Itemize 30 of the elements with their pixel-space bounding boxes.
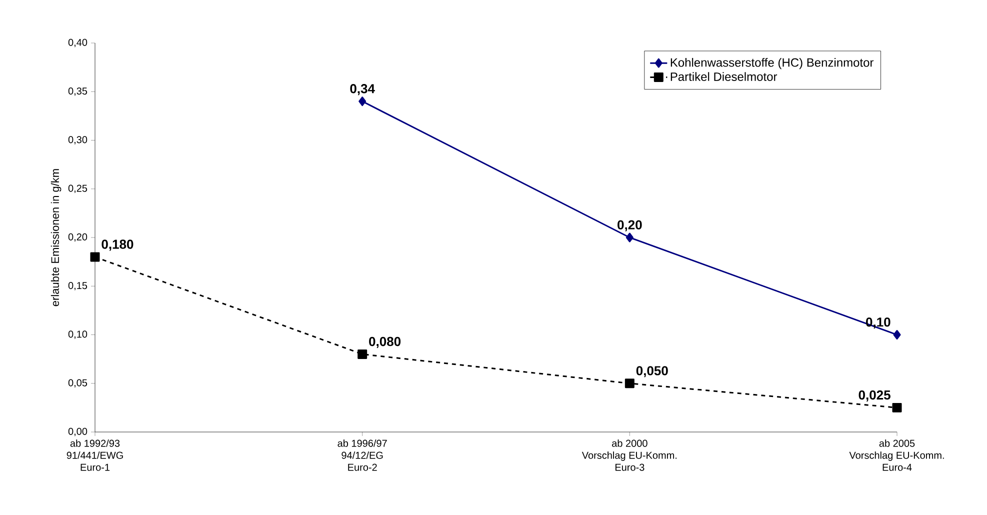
data-label: 0,025 [858,390,890,402]
data-label: 0,080 [369,336,401,348]
y-tick-label: 0,35 [68,87,88,96]
x-tick-label: ab 2005 Vorschlag EU-Komm. Euro-4 [849,440,944,471]
data-label: 0,34 [350,84,375,96]
point [90,252,100,262]
y-tick-label: 0,40 [68,38,88,48]
y-tick-label: 0,30 [68,136,88,144]
point [624,378,634,388]
point [626,232,634,242]
data-label: 0,10 [866,317,890,329]
x-tick-label: ab 1992/93 91/441/EWG Euro-1 [66,440,123,471]
y-tick-label: 0,20 [68,233,88,242]
y-tick-label: 0,05 [68,379,88,388]
x-tick-label: ab 1996/97 94/12/EG Euro-2 [338,440,387,471]
legend-label: Partikel Dieselmotor [670,72,778,81]
y-tick-label: 0,10 [68,330,88,339]
data-label: 0,20 [618,220,642,232]
point [358,349,368,359]
legend-label: Kohlenwasserstoffe (HC) Benzinmotor [670,58,874,70]
y-tick-label: 0,15 [68,282,88,290]
point [358,96,366,106]
point [893,330,901,340]
point [892,402,902,412]
x-tick-label: ab 2000 Vorschlag EU-Komm. Euro-3 [582,440,677,471]
y-tick-label: 0,00 [68,428,88,436]
data-label: 0,180 [102,240,134,251]
y-tick-label: 0,25 [68,184,88,194]
data-label: 0,050 [636,366,668,378]
y-axis-title: erlaubte Emissionen in g/km [50,169,62,306]
